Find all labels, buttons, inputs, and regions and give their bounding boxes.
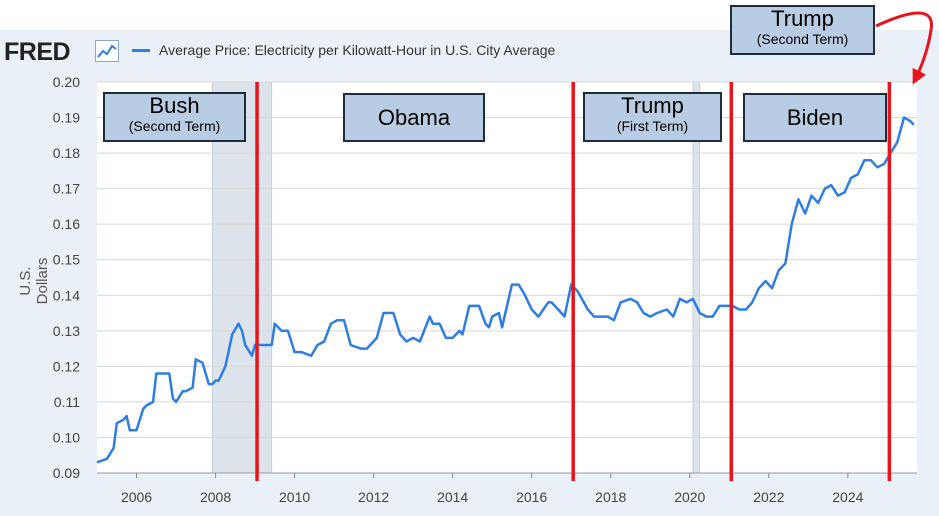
chart-line-icon — [95, 40, 119, 62]
y-tick-label: 0.11 — [54, 394, 80, 410]
x-tick-label: 2016 — [516, 489, 547, 505]
recession-shade — [211, 81, 273, 474]
annotation-biden: Biden — [743, 93, 887, 142]
y-tick-label: 0.13 — [53, 323, 80, 339]
y-tick-label: 0.12 — [53, 358, 80, 374]
y-tick-label: 0.10 — [53, 429, 80, 445]
y-tick-label: 0.18 — [53, 145, 80, 161]
x-tick-label: 2008 — [200, 489, 231, 505]
annotation-bush: Bush (Second Term) — [103, 92, 246, 142]
x-tick-label: 2022 — [753, 489, 784, 505]
annotation-trump-second: Trump (Second Term) — [730, 5, 875, 55]
legend: Average Price: Electricity per Kilowatt-… — [132, 42, 555, 58]
y-tick-label: 0.19 — [53, 110, 80, 126]
x-tick-label: 2012 — [358, 489, 389, 505]
x-tick-label: 2014 — [437, 489, 468, 505]
fred-logo: FRED — [4, 38, 71, 66]
x-tick-label: 2020 — [674, 489, 705, 505]
x-tick-label: 2006 — [121, 489, 152, 505]
y-tick-label: 0.09 — [53, 465, 80, 481]
x-tick-label: 2010 — [279, 489, 310, 505]
x-tick-label: 2018 — [595, 489, 626, 505]
y-tick-label: 0.15 — [53, 252, 80, 268]
annotation-obama: Obama — [343, 93, 485, 142]
y-tick-label: 0.17 — [53, 181, 80, 197]
legend-label: Average Price: Electricity per Kilowatt-… — [159, 42, 556, 58]
y-tick-label: 0.14 — [53, 287, 80, 303]
y-axis-label: U.S. Dollars — [17, 257, 51, 305]
x-tick-label: 2024 — [832, 489, 863, 505]
annotation-trump-first: Trump (First Term) — [583, 92, 722, 142]
legend-swatch — [132, 48, 150, 52]
series-line — [96, 116, 915, 464]
y-tick-label: 0.20 — [53, 74, 80, 90]
y-tick-label: 0.16 — [53, 216, 80, 232]
